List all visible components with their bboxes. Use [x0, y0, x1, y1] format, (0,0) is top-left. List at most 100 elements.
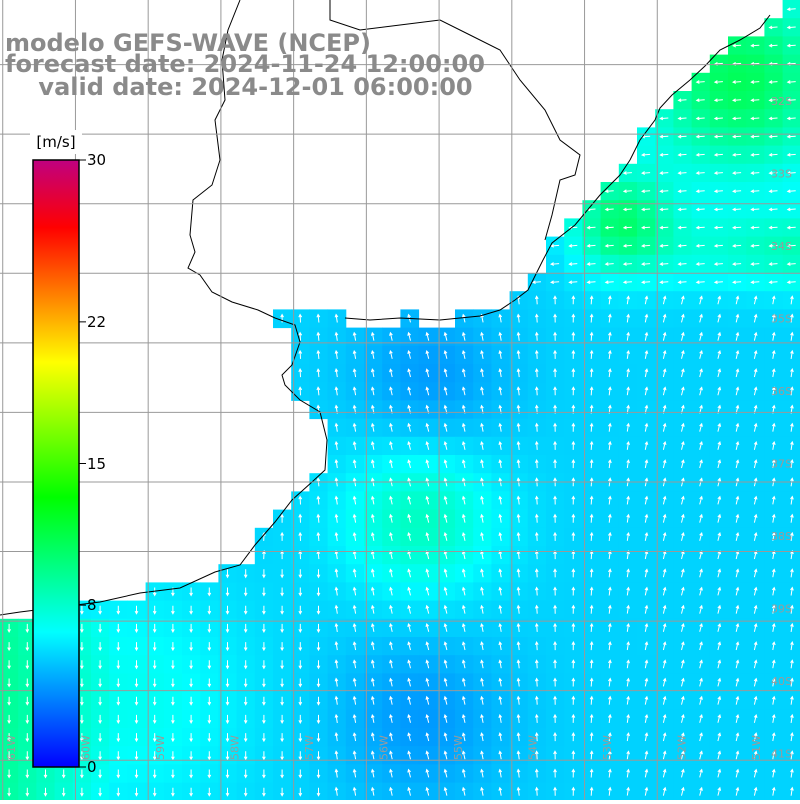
wind-arrow [571, 440, 576, 450]
wind-arrow [298, 733, 303, 743]
wind-arrow [790, 677, 794, 687]
wind-arrow [334, 786, 339, 796]
wind-arrow [735, 440, 740, 450]
wind-arrow [461, 368, 466, 378]
wind-arrow [407, 513, 411, 523]
wind-arrow [334, 422, 339, 432]
wind-arrow [571, 295, 576, 305]
wind-arrow [461, 386, 466, 396]
wind-arrow [786, 243, 796, 248]
wind-arrow [134, 605, 139, 615]
wind-arrow [443, 586, 448, 596]
wind-arrow [189, 733, 193, 743]
wind-arrow [681, 331, 685, 341]
wind-arrow [626, 331, 630, 341]
wind-arrow [298, 787, 303, 797]
wind-arrow [98, 642, 102, 652]
wind-arrow [589, 386, 594, 396]
wind-arrow [316, 349, 321, 359]
wind-arrow [298, 495, 303, 505]
wind-arrow [771, 659, 776, 669]
wind-arrow [207, 696, 212, 706]
wind-arrow [677, 134, 687, 139]
wind-arrow [644, 349, 649, 359]
wind-arrow [25, 678, 30, 688]
wind-arrow [626, 422, 630, 432]
wind-arrow [534, 586, 539, 596]
wind-arrow [461, 495, 466, 505]
wind-arrow [443, 513, 448, 523]
wind-arrow [786, 171, 796, 175]
wind-arrow [768, 225, 778, 230]
wind-arrow [370, 768, 375, 778]
wind-arrow [753, 495, 758, 505]
wind-arrow [750, 152, 760, 157]
wind-arrow [586, 262, 596, 266]
wind-arrow [790, 568, 794, 578]
wind-arrow [334, 368, 339, 378]
wind-arrow [750, 116, 760, 121]
latitude-label: 37S [771, 458, 792, 471]
wind-arrow [644, 386, 649, 396]
wind-arrow [316, 495, 321, 505]
wind-arrow [498, 440, 503, 450]
wind-arrow [334, 768, 339, 778]
wind-arrow [407, 531, 411, 541]
wind-arrow [461, 349, 466, 359]
wind-arrow [461, 768, 466, 778]
wind-arrow [768, 207, 778, 212]
wind-arrow [461, 440, 466, 450]
wind-arrow [407, 568, 411, 578]
wind-arrow [443, 440, 448, 450]
wind-arrow [607, 349, 612, 359]
wind-arrow [681, 440, 685, 450]
wind-arrow [134, 769, 139, 779]
wind-arrow [589, 349, 594, 359]
wind-arrow [571, 513, 576, 523]
wind-arrow [626, 568, 630, 578]
wind-arrow [571, 386, 576, 396]
wind-arrow [713, 116, 723, 121]
wind-arrow [681, 750, 685, 760]
wind-arrow [480, 349, 484, 359]
wind-arrow [152, 751, 157, 761]
wind-arrow [189, 623, 193, 633]
wind-arrow [116, 660, 121, 670]
wind-arrow [644, 568, 649, 578]
wind-arrow [786, 207, 796, 212]
wind-arrow [571, 313, 576, 323]
wind-arrow [753, 422, 758, 432]
latitude-label: 40S [771, 675, 792, 688]
wind-arrow [644, 604, 649, 614]
wind-arrow [534, 786, 539, 796]
wind-arrow [768, 43, 778, 48]
wind-arrow [677, 152, 687, 157]
wind-arrow [589, 313, 594, 323]
wind-arrow [243, 623, 248, 633]
wind-arrow [771, 568, 776, 578]
wind-arrow [644, 531, 649, 541]
wind-arrow [589, 531, 594, 541]
wind-arrow [316, 331, 321, 341]
wind-arrow [571, 713, 576, 723]
wind-arrow [280, 787, 284, 797]
title-model: modelo GEFS-WAVE (NCEP) [5, 29, 371, 57]
wind-arrow [534, 513, 539, 523]
wind-arrow [571, 641, 576, 651]
wind-arrow [243, 696, 248, 706]
wind-arrow [681, 732, 685, 742]
wind-arrow [425, 677, 430, 687]
wind-arrow [771, 313, 776, 323]
wind-arrow [389, 677, 393, 687]
wind-arrow [662, 659, 667, 669]
wind-arrow [607, 768, 612, 778]
wind-arrow [243, 605, 248, 615]
wind-arrow [480, 732, 484, 742]
wind-arrow [790, 331, 794, 341]
wind-arrow [681, 531, 685, 541]
wind-arrow [407, 459, 411, 469]
wind-arrow [732, 134, 742, 139]
wind-arrow [753, 677, 758, 687]
wind-arrow [443, 622, 448, 632]
wind-arrow [589, 495, 594, 505]
